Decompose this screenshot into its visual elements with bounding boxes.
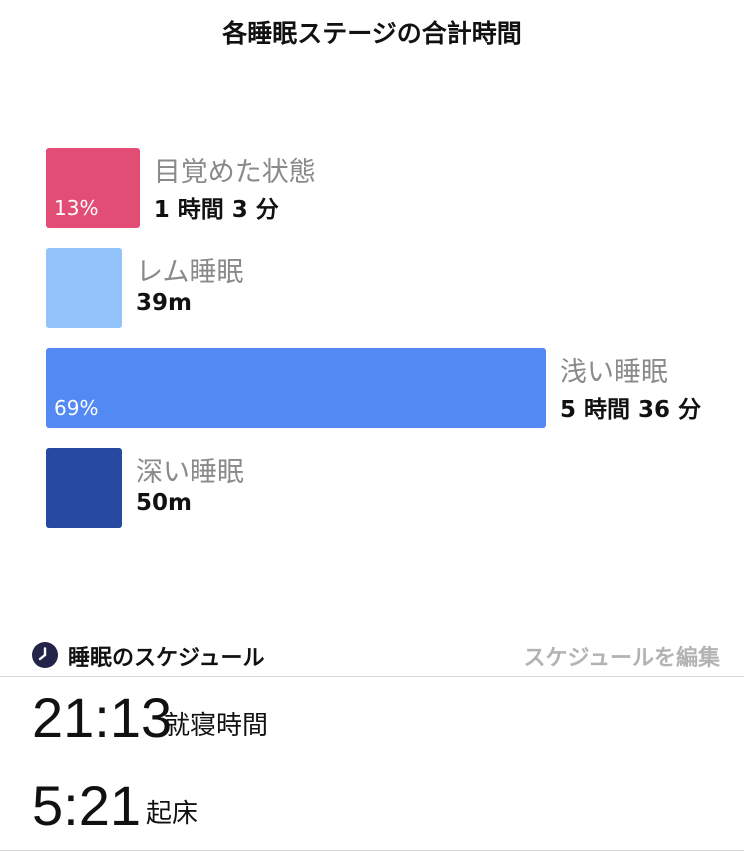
stage-percent-label: 69% xyxy=(54,396,99,420)
wake-time: 5:21 xyxy=(32,774,141,837)
stage-bar-2: 69% xyxy=(46,348,546,428)
stage-bar-1 xyxy=(46,248,122,328)
schedule-title: 睡眠のスケジュール xyxy=(68,646,265,671)
stage-label: レム睡眠 xyxy=(136,257,244,288)
wake-label: 起床 xyxy=(146,799,199,829)
bedtime-label: 就寝時間 xyxy=(164,711,269,741)
bottom-divider xyxy=(0,850,744,851)
stage-percent-label: 13% xyxy=(54,196,99,220)
stage-duration: 39m xyxy=(136,290,192,316)
stage-duration: 5 時間 36 分 xyxy=(560,397,702,423)
clock-icon xyxy=(32,642,58,668)
chart-title: 各睡眠ステージの合計時間 xyxy=(222,19,522,48)
stage-duration: 50m xyxy=(136,490,192,516)
schedule-divider xyxy=(0,676,744,677)
schedule-header: 睡眠のスケジュール スケジュールを編集 xyxy=(30,638,720,671)
stage-label: 深い睡眠 xyxy=(136,457,244,488)
stage-bar-0: 13% xyxy=(46,148,140,228)
stage-label: 浅い睡眠 xyxy=(560,357,668,388)
bedtime-time: 21:13 xyxy=(32,686,173,749)
stage-duration: 1 時間 3 分 xyxy=(153,197,279,223)
stage-label: 目覚めた状態 xyxy=(153,157,316,188)
stage-bar-3 xyxy=(46,448,122,528)
edit-schedule-link[interactable]: スケジュールを編集 xyxy=(523,646,720,671)
